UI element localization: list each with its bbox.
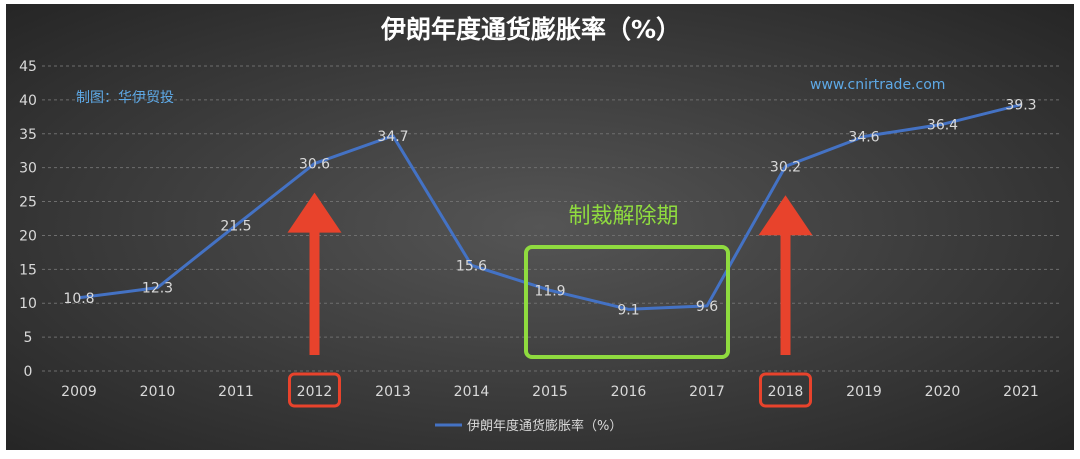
- data-label: 34.6: [848, 129, 879, 145]
- x-tick-label: 2019: [846, 384, 882, 400]
- y-tick-label: 0: [24, 364, 33, 380]
- x-tick-label: 2011: [218, 384, 254, 400]
- y-tick-label: 35: [19, 127, 37, 143]
- data-label: 34.7: [377, 129, 408, 145]
- y-tick-label: 40: [19, 93, 37, 109]
- x-axis-ticks: 2009 2010 2011 2012 2013 2014 2015 2016 2017 2018…: [61, 384, 1039, 400]
- data-label: 12.3: [142, 281, 173, 297]
- data-label: 36.4: [927, 117, 958, 133]
- y-tick-label: 45: [19, 59, 37, 75]
- x-tick-label: 2015: [532, 384, 568, 400]
- x-tick-label: 2012: [297, 384, 333, 400]
- x-tick-label: 2020: [925, 384, 961, 400]
- arrow-2012: [287, 192, 342, 355]
- credit-annotation: 制图：华伊贸投: [76, 90, 174, 106]
- x-tick-label: 2014: [454, 384, 490, 400]
- website-annotation: www.cnirtrade.com: [810, 77, 945, 93]
- arrow-2018: [758, 195, 813, 355]
- series-line-group: [78, 103, 1022, 311]
- data-label: 21.5: [220, 218, 251, 234]
- highlight-box-2012: [288, 372, 341, 408]
- sanction-relief-period-label: 制裁解除期: [568, 204, 678, 229]
- chart-background: [6, 4, 1074, 450]
- x-tick-label: 2016: [611, 384, 647, 400]
- y-tick-label: 10: [19, 296, 37, 312]
- x-tick-label: 2013: [375, 384, 411, 400]
- x-tick-label: 2021: [1003, 384, 1039, 400]
- data-label: 10.8: [63, 291, 94, 307]
- legend-label: 伊朗年度通货膨胀率（%）: [467, 418, 622, 434]
- gridlines: [42, 65, 1060, 372]
- y-tick-label: 20: [19, 228, 37, 244]
- series-line: [78, 103, 1022, 311]
- y-tick-label: 30: [19, 161, 37, 177]
- legend: 伊朗年度通货膨胀率（%）: [435, 418, 622, 434]
- y-tick-label: 5: [24, 330, 33, 346]
- chart-title: 伊朗年度通货膨胀率（%）: [380, 15, 681, 44]
- data-label: 9.6: [696, 299, 718, 315]
- sanction-relief-period-box: [524, 245, 730, 359]
- x-tick-label: 2009: [61, 384, 97, 400]
- data-label: 15.6: [456, 258, 487, 274]
- data-label: 39.3: [1005, 98, 1036, 114]
- data-label: 11.9: [534, 283, 565, 299]
- data-label: 30.6: [299, 157, 330, 173]
- x-tick-label: 2017: [689, 384, 725, 400]
- x-tick-label: 2010: [140, 384, 176, 400]
- highlights: [287, 192, 813, 408]
- y-tick-label: 25: [19, 195, 37, 211]
- data-label: 30.2: [770, 159, 801, 175]
- data-label: 9.1: [617, 302, 639, 318]
- x-tick-label: 2018: [768, 384, 804, 400]
- highlight-box-2018: [759, 372, 812, 408]
- y-tick-label: 15: [19, 262, 37, 278]
- y-axis-ticks: 0 5 10 15 20 25 30 35 40 45: [19, 59, 37, 380]
- data-labels: 10.8 12.3 21.5 30.6 34.7 15.6 11.9 9.1 9.6 30.2 34…: [63, 98, 1036, 319]
